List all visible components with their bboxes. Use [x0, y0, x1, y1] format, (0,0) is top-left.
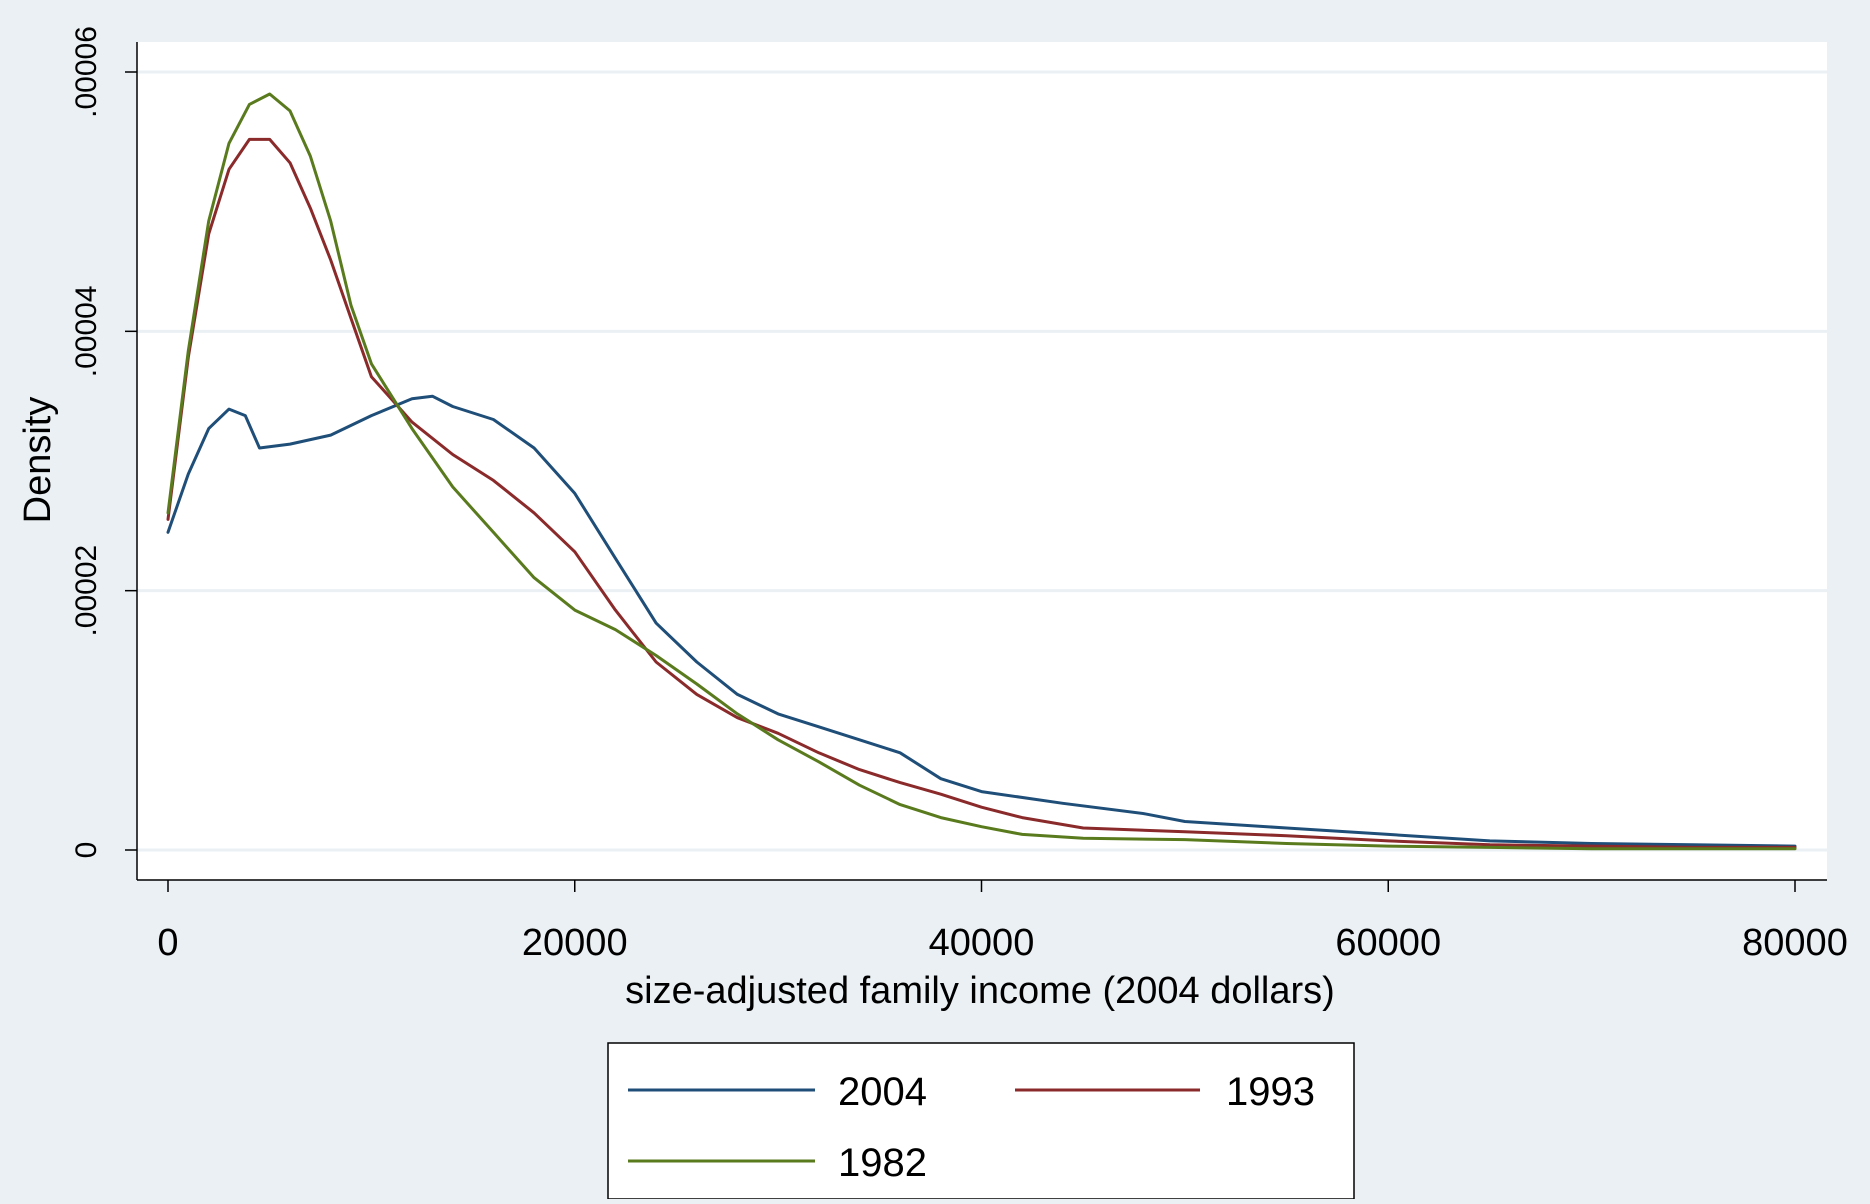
legend-box	[607, 1042, 1355, 1200]
legend-label-1982: 1982	[838, 1141, 927, 1185]
x-tick-label: 80000	[1742, 922, 1848, 964]
ticks: 0 20000 40000 60000 80000 0 .00002 .00004 .00006	[70, 26, 1848, 964]
x-tick-label: 60000	[1335, 922, 1441, 964]
y-tick-label: 0	[70, 842, 103, 859]
series-lines	[166, 92, 1797, 851]
legend: 2004 1993 1982	[607, 1042, 1355, 1200]
x-axis-title: size-adjusted family income (2004 dollar…	[625, 970, 1335, 1012]
gridlines	[137, 70, 1827, 852]
x-tick-label: 0	[157, 922, 178, 964]
y-tick-label: .00006	[70, 26, 103, 118]
y-axis-title: Density	[17, 397, 59, 524]
series-line-2004	[166, 394, 1797, 848]
x-tick-label: 40000	[929, 922, 1035, 964]
y-tick-label: .00002	[70, 545, 103, 637]
series-line-1993	[166, 137, 1797, 849]
y-tick-label: .00004	[70, 285, 103, 377]
series-line-1982	[166, 92, 1797, 851]
plot-area	[137, 42, 1827, 880]
legend-label-2004: 2004	[838, 1070, 927, 1114]
legend-label-1993: 1993	[1226, 1070, 1315, 1114]
x-tick-label: 20000	[522, 922, 628, 964]
